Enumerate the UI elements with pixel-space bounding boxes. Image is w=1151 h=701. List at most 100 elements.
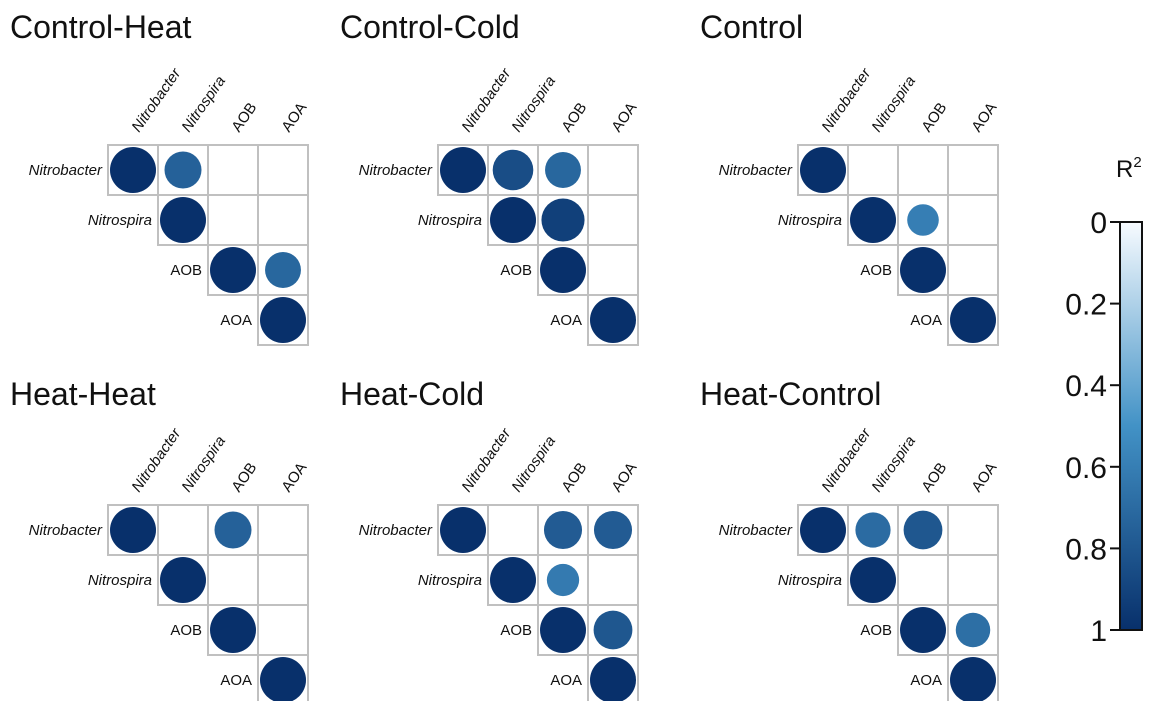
correlation-circle-nitrospira-aob (907, 204, 939, 236)
correlation-circle-aob-aoa (593, 610, 633, 650)
correlation-circle-aob-aob (210, 247, 256, 293)
correlation-circle-nitrobacter-nitrobacter (110, 147, 156, 193)
column-label-nitrobacter: Nitrobacter (128, 425, 185, 496)
correlation-circle-nitrobacter-aob (545, 152, 581, 188)
correlation-circle-nitrospira-nitrospira (160, 557, 206, 603)
correlation-circle-nitrobacter-nitrospira (492, 149, 534, 191)
correlation-circle-nitrobacter-nitrospira (855, 512, 891, 548)
panel-title: Heat-Control (700, 376, 881, 412)
column-label-aoa: AOA (968, 100, 1000, 136)
column-label-aoa: AOA (278, 100, 310, 136)
column-label-aob: AOB (228, 100, 260, 136)
panel-title: Control-Heat (10, 9, 192, 45)
correlation-circle-nitrospira-nitrospira (490, 557, 536, 603)
correlation-circle-nitrobacter-nitrobacter (440, 507, 486, 553)
correlation-circle-nitrospira-nitrospira (160, 197, 206, 243)
row-label-nitrobacter: Nitrobacter (719, 522, 793, 539)
correlation-circle-nitrobacter-aob (543, 510, 583, 550)
column-label-aoa: AOA (608, 100, 640, 136)
column-label-nitrobacter: Nitrobacter (128, 65, 185, 136)
correlation-circle-aob-aob (540, 607, 586, 653)
correlation-circle-nitrobacter-aoa (593, 510, 633, 550)
cell-aob-aoa (947, 244, 999, 296)
row-label-aob: AOB (500, 262, 532, 279)
row-label-nitrobacter: Nitrobacter (719, 162, 793, 179)
correlation-circle-aob-aoa (265, 252, 301, 288)
correlation-circle-nitrobacter-nitrobacter (800, 147, 846, 193)
colorbar-tick-label: 0.6 (1065, 452, 1107, 485)
column-label-aob: AOB (558, 100, 590, 136)
row-label-nitrobacter: Nitrobacter (29, 162, 103, 179)
cell-nitrobacter-aoa (587, 144, 639, 196)
panel-title: Heat-Heat (10, 376, 156, 412)
colorbar-tick-label: 0.4 (1065, 370, 1107, 403)
panel-title: Control (700, 9, 803, 45)
column-label-nitrospira: Nitrospira (508, 73, 559, 135)
cell-nitrobacter-aoa (947, 144, 999, 196)
panel-control-heat: Control-Heat Nitrobacter Nitrospira AOB AOA N… (10, 9, 310, 346)
cell-nitrospira-aob (207, 554, 259, 606)
cell-nitrospira-aob (897, 554, 949, 606)
column-label-nitrobacter: Nitrobacter (818, 425, 875, 496)
row-label-aob: AOB (500, 622, 532, 639)
row-label-aoa: AOA (910, 672, 942, 689)
correlation-circle-aoa-aoa (950, 297, 996, 343)
correlation-circle-nitrobacter-nitrobacter (110, 507, 156, 553)
correlation-circle-nitrospira-nitrospira (850, 557, 896, 603)
row-label-aob: AOB (860, 262, 892, 279)
cell-nitrobacter-nitrospira (157, 504, 209, 556)
cell-nitrospira-aoa (257, 554, 309, 606)
colorbar: R2 0 0.2 0.4 0.6 0.8 1 (1065, 154, 1143, 648)
row-label-aob: AOB (170, 622, 202, 639)
colorbar-title: R2 (1116, 154, 1142, 183)
row-label-nitrospira: Nitrospira (418, 572, 482, 589)
column-label-aob: AOB (228, 460, 260, 496)
row-label-aoa: AOA (910, 312, 942, 329)
row-label-aoa: AOA (220, 672, 252, 689)
row-label-aoa: AOA (550, 672, 582, 689)
column-label-aoa: AOA (608, 460, 640, 496)
column-label-nitrospira: Nitrospira (868, 433, 919, 495)
correlation-circle-nitrobacter-aob (903, 510, 943, 550)
column-label-nitrobacter: Nitrobacter (818, 65, 875, 136)
column-label-nitrospira: Nitrospira (868, 73, 919, 135)
colorbar-tick-label: 0.8 (1065, 533, 1107, 566)
colorbar-tick-label: 0.2 (1065, 289, 1107, 322)
cell-nitrospira-aoa (257, 194, 309, 246)
correlation-circle-nitrobacter-nitrospira (164, 151, 202, 189)
row-label-nitrospira: Nitrospira (778, 572, 842, 589)
column-label-aob: AOB (918, 460, 950, 496)
cell-nitrospira-aob (207, 194, 259, 246)
correlation-circle-aoa-aoa (950, 657, 996, 701)
row-label-aoa: AOA (550, 312, 582, 329)
row-label-nitrospira: Nitrospira (88, 572, 152, 589)
column-label-aoa: AOA (278, 460, 310, 496)
correlation-circle-nitrobacter-nitrobacter (800, 507, 846, 553)
row-label-nitrospira: Nitrospira (88, 212, 152, 229)
correlation-circle-nitrospira-nitrospira (850, 197, 896, 243)
correlation-circle-aoa-aoa (260, 297, 306, 343)
row-label-nitrospira: Nitrospira (418, 212, 482, 229)
colorbar-tick-label: 1 (1090, 615, 1107, 648)
cell-nitrospira-aoa (587, 194, 639, 246)
row-label-aob: AOB (170, 262, 202, 279)
correlation-circle-aob-aob (900, 607, 946, 653)
colorbar-gradient (1119, 221, 1143, 631)
correlation-circle-aoa-aoa (590, 297, 636, 343)
row-label-aob: AOB (860, 622, 892, 639)
cell-nitrobacter-aob (897, 144, 949, 196)
correlation-circle-nitrospira-aob (546, 563, 580, 597)
cell-nitrospira-aoa (947, 554, 999, 606)
cell-nitrobacter-aoa (947, 504, 999, 556)
row-label-nitrobacter: Nitrobacter (359, 162, 433, 179)
cell-aob-aoa (257, 604, 309, 656)
correlation-circle-aob-aob (900, 247, 946, 293)
cell-nitrobacter-aob (207, 144, 259, 196)
correlation-circle-aob-aoa (955, 612, 991, 648)
